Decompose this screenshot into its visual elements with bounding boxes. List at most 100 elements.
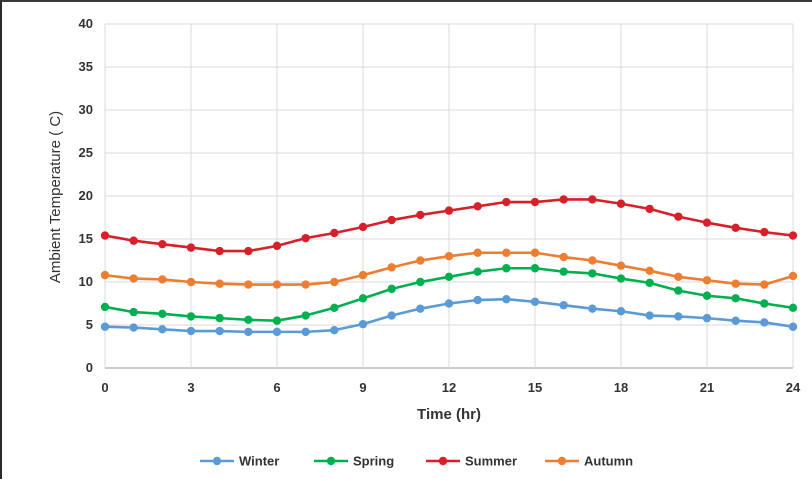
y-tick-label: 5 (86, 317, 93, 332)
data-point-winter (731, 316, 740, 325)
data-point-winter (444, 299, 454, 308)
data-point-spring (358, 294, 368, 303)
data-point-summer (444, 206, 454, 215)
data-point-spring (788, 303, 798, 312)
data-point-summer (559, 195, 568, 204)
data-point-winter (674, 312, 683, 321)
data-point-summer (129, 236, 138, 245)
data-point-spring (215, 313, 224, 323)
y-tick-label: 40 (79, 16, 93, 31)
data-point-autumn (301, 280, 310, 289)
data-point-spring (616, 274, 626, 283)
data-point-summer (702, 218, 712, 227)
data-point-summer (301, 233, 310, 243)
legend-marker-autumn (557, 456, 567, 466)
series-spring (100, 264, 798, 325)
data-point-autumn (731, 279, 740, 288)
data-point-summer (502, 197, 511, 207)
data-point-spring (473, 267, 482, 276)
data-point-spring (330, 303, 339, 312)
data-point-spring (645, 278, 654, 288)
legend-item-summer: Summer (426, 454, 517, 469)
data-point-winter (330, 325, 339, 335)
data-point-autumn (473, 248, 482, 257)
y-tick-label: 20 (79, 188, 93, 203)
data-point-summer (158, 239, 167, 249)
series-winter (100, 295, 798, 337)
data-point-summer (358, 222, 368, 232)
data-point-autumn (559, 252, 568, 262)
data-point-winter (100, 322, 110, 331)
data-point-autumn (702, 276, 712, 285)
x-tick-label: 18 (614, 380, 628, 395)
data-point-autumn (129, 274, 138, 283)
data-point-autumn (272, 280, 282, 289)
data-point-autumn (530, 248, 540, 257)
data-point-summer (731, 223, 740, 233)
data-point-winter (301, 327, 310, 337)
data-point-spring (186, 312, 196, 321)
legend-label-winter: Winter (239, 454, 279, 469)
data-point-winter (502, 295, 511, 304)
data-point-summer (387, 215, 396, 225)
data-point-spring (674, 286, 683, 295)
data-point-winter (158, 325, 167, 334)
data-point-autumn (788, 271, 798, 281)
data-point-spring (100, 302, 110, 312)
data-point-summer (416, 210, 425, 220)
data-point-autumn (244, 280, 253, 289)
data-point-spring (158, 309, 167, 319)
legend-label-spring: Spring (353, 454, 394, 469)
data-point-spring (444, 272, 454, 282)
data-point-winter (416, 304, 425, 313)
data-point-spring (530, 264, 540, 273)
x-tick-label: 24 (786, 380, 801, 395)
data-point-winter (760, 318, 769, 327)
data-point-spring (702, 291, 712, 300)
data-point-autumn (645, 266, 654, 276)
x-tick-label: 0 (101, 380, 108, 395)
data-point-autumn (358, 270, 368, 280)
legend-item-winter: Winter (200, 454, 279, 469)
data-point-summer (760, 227, 769, 237)
y-tick-label: 35 (79, 59, 93, 74)
data-point-spring (588, 269, 597, 278)
x-tick-label: 9 (359, 380, 366, 395)
data-point-winter (473, 295, 482, 305)
data-point-winter (645, 311, 654, 320)
data-point-autumn (387, 263, 396, 272)
legend-marker-spring (326, 456, 336, 466)
data-point-autumn (215, 279, 224, 288)
data-point-autumn (158, 275, 167, 284)
data-point-spring (301, 311, 310, 320)
data-point-winter (186, 326, 196, 336)
x-tick-label: 21 (700, 380, 714, 395)
data-point-summer (530, 197, 540, 207)
x-tick-label: 3 (187, 380, 194, 395)
tick-labels: 0 5 10 15 20 25 30 35 40 0 3 6 9 12 15 18 21 24 (79, 16, 801, 395)
data-point-winter (387, 311, 396, 320)
data-point-summer (215, 246, 224, 256)
data-point-spring (760, 299, 769, 308)
data-point-summer (616, 199, 626, 208)
data-point-spring (416, 277, 425, 287)
legend-item-autumn: Autumn (545, 454, 633, 469)
x-tick-label: 6 (273, 380, 280, 395)
data-point-autumn (616, 261, 626, 270)
data-point-winter (358, 319, 368, 329)
series-autumn (100, 248, 798, 289)
data-point-winter (272, 327, 282, 337)
data-point-winter (616, 307, 626, 316)
data-point-winter (215, 326, 224, 336)
legend-marker-winter (212, 456, 222, 466)
data-point-autumn (444, 252, 454, 261)
data-point-spring (244, 315, 253, 325)
data-point-summer (272, 241, 282, 251)
data-point-autumn (674, 272, 683, 282)
data-point-winter (702, 313, 712, 323)
data-point-summer (674, 212, 683, 221)
y-tick-label: 30 (79, 102, 93, 117)
series-summer (100, 195, 798, 256)
legend-marker-summer (438, 456, 448, 466)
